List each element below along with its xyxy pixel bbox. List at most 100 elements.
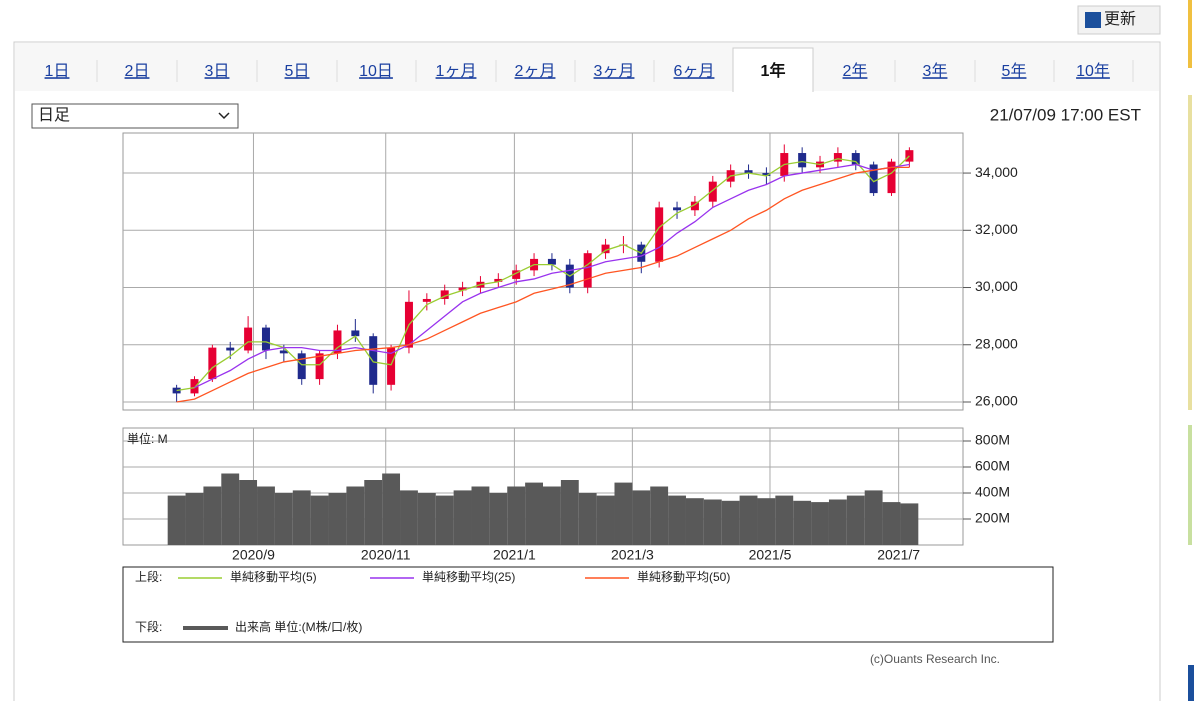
candle-body <box>798 153 807 168</box>
volume-bar <box>811 502 829 545</box>
candle-body <box>708 181 717 202</box>
tab[interactable]: 3ヶ月 <box>594 63 635 80</box>
candle-body <box>190 379 199 394</box>
tabs: 1日 2日 3日 5日 10日 1ヶ月 2ヶ月 3ヶ月 6ヶ月 1年 2年 3年 5年 10年 <box>45 47 1134 92</box>
edge-mark <box>1188 665 1194 701</box>
volume-bar <box>864 490 883 545</box>
volume-bar <box>668 495 686 545</box>
x-tick-label: 2021/5 <box>749 547 792 563</box>
tab[interactable]: 2年 <box>843 62 868 80</box>
tab-bar <box>15 43 1159 91</box>
candle-body <box>369 336 378 385</box>
tab[interactable]: 1日 <box>45 63 70 80</box>
candle-body <box>261 327 270 351</box>
legend-group: 上段: <box>135 569 162 584</box>
legend-group: 下段: <box>135 619 162 634</box>
tab[interactable]: 6ヶ月 <box>674 63 715 80</box>
volume-bar <box>775 495 794 545</box>
candle-body <box>887 161 896 194</box>
tab[interactable]: 5日 <box>285 63 310 80</box>
x-tick-label: 2020/11 <box>361 547 411 563</box>
y-tick-label: 600M <box>975 458 1010 474</box>
tab[interactable]: 1年 <box>761 61 786 80</box>
candle-body <box>208 347 217 380</box>
volume-bar <box>507 486 526 545</box>
edge-mark <box>1188 95 1192 410</box>
volume-bar <box>846 495 865 545</box>
legend-label: 単純移動平均(50) <box>637 570 730 584</box>
candle-body <box>851 153 860 165</box>
x-tick-label: 2021/3 <box>611 547 654 563</box>
candle-body <box>905 150 914 162</box>
candle-body <box>833 153 842 162</box>
legend-label: 単純移動平均(25) <box>422 570 515 584</box>
candle-body <box>387 347 396 385</box>
ma-line <box>176 155 910 392</box>
candle-body <box>226 347 235 351</box>
volume-unit: 単位: M <box>127 431 168 446</box>
ma-line <box>176 166 910 403</box>
candle-body <box>547 258 556 265</box>
volume-bar <box>453 490 472 545</box>
volume-bar <box>721 500 740 545</box>
candle-body <box>690 201 699 211</box>
y-tick-label: 800M <box>975 432 1010 448</box>
candle-body <box>744 170 753 174</box>
legend-box <box>122 566 1054 643</box>
volume-bar <box>793 500 812 545</box>
candle-body <box>297 353 306 380</box>
volume-bar <box>400 490 418 545</box>
y-tick-label: 26,000 <box>975 393 1018 409</box>
candle-body <box>333 330 342 354</box>
tab[interactable]: 3日 <box>205 63 230 80</box>
candle-body <box>458 287 467 291</box>
volume-bar <box>739 495 758 545</box>
active-tab <box>732 47 814 92</box>
x-tick-label: 2020/9 <box>232 547 275 563</box>
volume-bar <box>525 482 543 545</box>
volume-bar <box>417 493 436 545</box>
period-select[interactable] <box>31 103 239 129</box>
tab[interactable]: 1ヶ月 <box>436 63 477 80</box>
volume-bar <box>471 486 490 545</box>
tab[interactable]: 5年 <box>1002 62 1027 80</box>
ma-line <box>194 163 910 389</box>
volume-bar <box>435 495 454 545</box>
tab[interactable]: 10日 <box>359 63 393 80</box>
volume-bar <box>257 486 275 545</box>
volume-bar <box>596 495 615 545</box>
volume-bar <box>632 490 651 545</box>
candle-body <box>244 327 253 351</box>
timestamp: 21/07/09 17:00 EST <box>990 105 1141 124</box>
volume-bar <box>274 493 293 545</box>
volume-bar <box>614 482 633 545</box>
volume-bar <box>578 493 597 545</box>
y-tick-label: 200M <box>975 510 1010 526</box>
y-tick-label: 32,000 <box>975 221 1018 237</box>
tab[interactable]: 3年 <box>923 62 948 80</box>
candle-body <box>512 270 521 279</box>
volume-bar <box>185 493 204 545</box>
volume-bar <box>543 486 561 545</box>
candle-body <box>673 207 682 211</box>
volume-bar <box>685 498 704 545</box>
refresh-label: 更新 <box>1104 10 1136 28</box>
tab[interactable]: 10年 <box>1076 62 1110 80</box>
tab[interactable]: 2日 <box>125 63 150 80</box>
y-tick-label: 400M <box>975 484 1010 500</box>
candle-body <box>601 244 610 254</box>
legend-label: 単純移動平均(5) <box>230 570 317 584</box>
volume-bar <box>828 499 847 545</box>
candle-body <box>655 207 664 262</box>
x-tick-label: 2021/1 <box>493 547 536 563</box>
candle-body <box>583 253 592 288</box>
candle-body <box>494 278 503 282</box>
y-tick-label: 34,000 <box>975 164 1018 180</box>
candle-body <box>762 173 771 176</box>
x-tick-label: 2021/7 <box>877 547 920 563</box>
tab[interactable]: 2ヶ月 <box>515 63 556 80</box>
volume-bar <box>310 495 329 545</box>
y-tick-label: 30,000 <box>975 278 1018 294</box>
